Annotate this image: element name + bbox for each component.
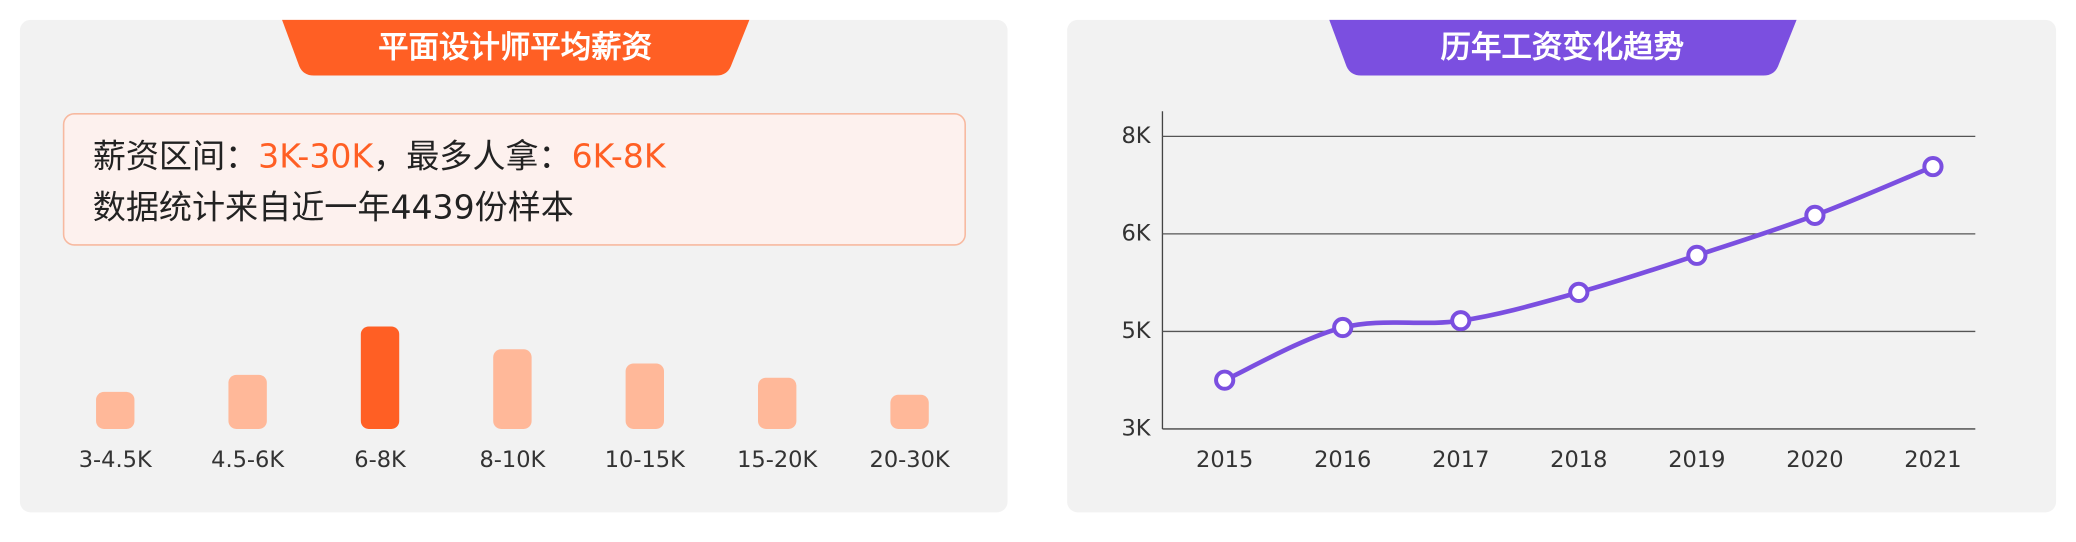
bar — [890, 394, 929, 429]
x-tick-label: 8-10K — [480, 447, 547, 473]
summary-text: ，最多人拿： — [373, 136, 571, 175]
data-point — [1804, 204, 1826, 226]
x-tick-label: 20-30K — [870, 447, 951, 473]
bar — [757, 377, 797, 429]
summary-line: 薪资区间：3K-30K，最多人拿：6K-8K — [93, 136, 667, 175]
y-tick-label: 5K — [1121, 318, 1151, 344]
trend-card — [1067, 19, 2057, 513]
y-tick-label: 8K — [1121, 123, 1151, 149]
summary-highlight: 3K-30K — [258, 136, 374, 175]
bar — [360, 326, 400, 429]
salary-card — [19, 19, 1008, 513]
x-tick-label: 3-4.5K — [79, 447, 153, 473]
bar — [96, 391, 135, 429]
bar — [625, 363, 665, 429]
y-tick-label: 6K — [1121, 220, 1151, 246]
data-point — [1332, 316, 1354, 339]
x-tick-label: 6-8K — [354, 447, 407, 473]
data-point — [1450, 310, 1472, 332]
data-point — [1568, 281, 1590, 303]
y-tick-label: 3K — [1121, 415, 1151, 441]
bar — [493, 349, 532, 429]
card-title: 平面设计师平均薪资 — [378, 30, 652, 65]
bar — [228, 374, 267, 429]
data-point — [1214, 369, 1236, 391]
x-tick-label: 2018 — [1550, 447, 1607, 473]
x-tick-label: 4.5-6K — [211, 447, 285, 473]
summary-note: 数据统计来自近一年4439份样本 — [93, 188, 574, 227]
x-tick-label: 2017 — [1432, 447, 1489, 473]
title-tab — [1329, 19, 1797, 76]
summary-box — [62, 113, 966, 246]
x-tick-label: 10-15K — [605, 447, 686, 473]
x-tick-label: 2015 — [1196, 447, 1253, 473]
x-tick-label: 2020 — [1786, 447, 1843, 473]
summary-text: 薪资区间： — [93, 136, 258, 175]
x-tick-label: 2019 — [1668, 447, 1725, 473]
card-title: 历年工资变化趋势 — [1441, 29, 1685, 65]
data-point — [1922, 156, 1944, 178]
data-point — [1686, 244, 1708, 266]
x-tick-label: 2016 — [1314, 447, 1371, 473]
title-tab — [282, 19, 750, 76]
x-tick-label: 2021 — [1904, 447, 1961, 473]
x-tick-label: 15-20K — [737, 447, 818, 473]
summary-highlight: 6K-8K — [572, 136, 667, 175]
